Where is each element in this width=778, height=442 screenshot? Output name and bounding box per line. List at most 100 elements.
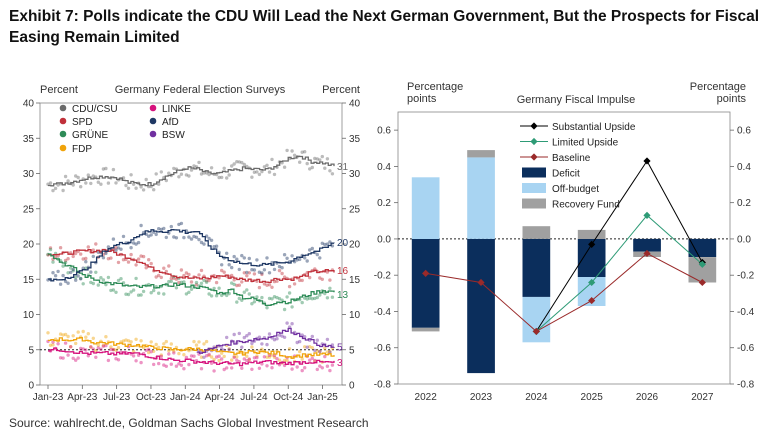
fdp-poll-dot xyxy=(182,353,186,357)
fdp-poll-dot xyxy=(116,346,121,350)
cdu-csu-poll-dot xyxy=(184,173,189,177)
fdp-poll-dot xyxy=(318,350,322,354)
linke-poll-dot xyxy=(189,354,194,358)
right-ytick-label-right: -0.6 xyxy=(737,343,755,354)
afd-poll-dot xyxy=(305,259,309,263)
gr-ne-poll-dot xyxy=(89,280,93,285)
bsw-poll-dot xyxy=(282,335,287,339)
bsw-poll-dot xyxy=(315,338,319,342)
linke-poll-dot xyxy=(257,366,262,370)
left-xtick-label: Oct-23 xyxy=(136,392,166,403)
spd-poll-dot xyxy=(71,254,75,259)
gr-ne-poll-dot xyxy=(217,286,221,290)
linke-poll-dot xyxy=(69,345,73,349)
afd-poll-dot xyxy=(197,237,201,242)
fdp-poll-dot xyxy=(61,333,65,337)
afd-legend-label: AfD xyxy=(162,117,179,128)
fdp-poll-dot xyxy=(308,345,312,349)
gr-ne-poll-dot xyxy=(207,292,211,296)
afd-poll-dot xyxy=(323,242,327,247)
right-scenario-lines xyxy=(422,157,706,336)
cdu-csu-poll-dot xyxy=(189,168,194,172)
gr-ne-poll-dot xyxy=(275,295,279,300)
fdp-poll-dot xyxy=(177,351,181,356)
gr-ne-poll-dot xyxy=(179,280,184,284)
afd-poll-dot xyxy=(89,270,93,274)
afd-poll-dot xyxy=(250,268,254,272)
limited-upside-marker-2025 xyxy=(588,278,596,287)
afd-poll-dot xyxy=(240,253,244,258)
fdp-poll-dot xyxy=(114,348,118,352)
linke-poll-dot xyxy=(58,356,63,360)
fdp-poll-dot xyxy=(300,357,304,361)
substantial-upside-line xyxy=(535,160,703,332)
fdp-poll-dot xyxy=(134,337,138,341)
linke-poll-dot xyxy=(330,363,335,367)
left-ytick-label: 25 xyxy=(23,204,35,215)
fdp-poll-dot xyxy=(267,355,272,359)
bsw-poll-dot xyxy=(280,334,284,338)
linke-poll-dot xyxy=(303,366,307,370)
right-axes: -0.8 -0.8 -0.6 -0.6 -0.4 -0.4 -0.2 -0.2 0.0 0.0 0.… xyxy=(374,126,755,403)
linke-poll-dot xyxy=(209,361,214,365)
deficit-legend-swatch xyxy=(522,167,546,178)
cdu-csu-poll-dot xyxy=(177,175,181,179)
linke-poll-dot xyxy=(318,364,322,368)
substantial-upside-marker-2025 xyxy=(588,240,596,248)
fdp-poll-dot xyxy=(129,340,133,344)
gr-ne-poll-dot xyxy=(267,296,272,301)
right-xtick-label: 2022 xyxy=(415,392,438,403)
gr-ne-poll-dot xyxy=(310,297,314,301)
cdu-csu-poll-dot xyxy=(71,183,75,187)
linke-poll-dot xyxy=(262,355,267,359)
baseline-marker-2027 xyxy=(698,278,706,287)
cdu-csu-poll-dot xyxy=(99,182,103,186)
spd-poll-dot xyxy=(204,279,209,283)
linke-poll-dot xyxy=(245,358,249,363)
linke-poll-dot xyxy=(179,363,184,367)
fdp-poll-dot xyxy=(232,354,236,359)
spd-poll-dot xyxy=(318,276,322,280)
gr-ne-poll-dot xyxy=(174,286,179,290)
spd-poll-dot xyxy=(86,245,91,249)
gr-ne-poll-dot xyxy=(313,296,317,301)
right-ytick-label-right: 0.4 xyxy=(737,162,751,173)
gr-ne-poll-dot xyxy=(330,295,335,299)
gr-ne-poll-dot xyxy=(235,300,239,304)
baseline-marker-2026 xyxy=(643,249,651,258)
linke-poll-dot xyxy=(164,364,168,368)
left-xtick-label: Oct-24 xyxy=(273,392,303,403)
left-ytick-label-right: 35 xyxy=(349,134,361,145)
cdu-csu-poll-dot xyxy=(106,181,111,185)
right-ytick-label-right: -0.2 xyxy=(737,271,755,282)
linke-poll-dot xyxy=(308,358,312,362)
gr-ne-poll-dot xyxy=(308,296,312,300)
linke-poll-dot xyxy=(152,362,156,367)
afd-poll-dot xyxy=(76,274,80,278)
linke-poll-dot xyxy=(139,360,143,365)
right-xtick-label: 2023 xyxy=(470,392,493,403)
cdu-csu-poll-dot xyxy=(74,174,78,178)
linke-poll-dot xyxy=(111,348,116,352)
gr-ne-poll-dot xyxy=(96,283,101,287)
cdu-csu-poll-dot xyxy=(197,160,201,165)
spd-poll-dot xyxy=(270,285,274,289)
left-ytick-label: 20 xyxy=(23,240,35,251)
fdp-poll-dot xyxy=(149,340,153,344)
spd-end-label: 16 xyxy=(337,266,349,277)
cdu-csu-legend-label: CDU/CSU xyxy=(72,104,118,115)
bsw-poll-dot xyxy=(295,340,299,345)
afd-poll-dot xyxy=(257,270,262,274)
cdu-csu-poll-dot xyxy=(139,185,143,189)
bsw-poll-dot xyxy=(227,347,231,352)
cdu-csu-poll-dot xyxy=(167,171,171,175)
gr-ne-poll-dot xyxy=(328,286,332,290)
bsw-poll-dot xyxy=(242,335,246,340)
afd-poll-dot xyxy=(69,270,73,275)
spd-poll-dot xyxy=(267,283,272,287)
gr-ne-poll-dot xyxy=(91,281,96,286)
fdp-poll-dot xyxy=(111,347,116,352)
substantial-upside-marker-2026 xyxy=(643,157,651,165)
recovery-fund-bar-2024 xyxy=(522,226,551,239)
fdp-poll-dot xyxy=(159,353,163,357)
